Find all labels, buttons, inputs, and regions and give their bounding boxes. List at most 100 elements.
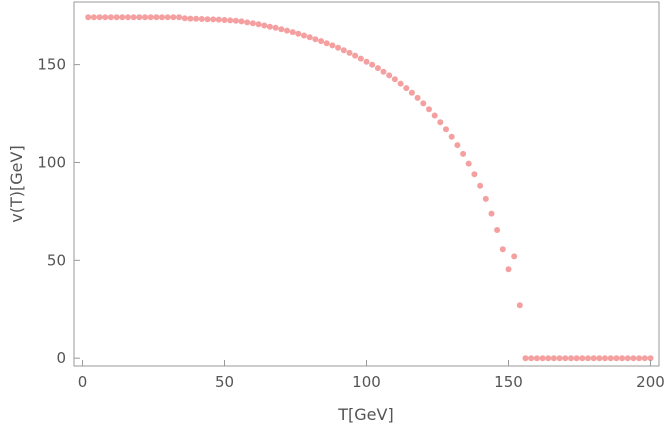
x-axis-label: T[GeV] bbox=[337, 405, 393, 424]
data-point bbox=[113, 14, 120, 21]
data-points bbox=[85, 14, 654, 362]
data-point bbox=[505, 266, 512, 273]
data-point bbox=[130, 14, 137, 21]
data-point bbox=[420, 100, 427, 107]
data-point bbox=[391, 76, 398, 83]
x-tick-label: 50 bbox=[215, 373, 234, 391]
data-point bbox=[602, 355, 608, 362]
data-point bbox=[295, 30, 302, 37]
data-point bbox=[238, 18, 245, 25]
data-point bbox=[284, 27, 290, 34]
data-point bbox=[227, 17, 234, 24]
data-point bbox=[346, 49, 353, 56]
data-point bbox=[125, 14, 131, 21]
x-tick-label: 0 bbox=[78, 373, 88, 391]
data-point bbox=[568, 355, 574, 362]
data-point bbox=[318, 38, 325, 45]
data-point bbox=[380, 68, 387, 75]
data-point bbox=[533, 355, 540, 362]
data-point bbox=[596, 355, 603, 362]
data-point bbox=[198, 16, 205, 22]
data-point bbox=[142, 14, 148, 21]
data-point bbox=[102, 14, 109, 21]
data-point bbox=[647, 355, 654, 362]
data-point bbox=[471, 171, 478, 178]
data-point bbox=[516, 302, 523, 309]
data-point bbox=[193, 15, 200, 22]
data-point bbox=[477, 182, 484, 189]
data-point bbox=[374, 65, 381, 72]
data-point bbox=[454, 142, 461, 149]
data-point bbox=[448, 133, 455, 140]
data-point bbox=[443, 126, 449, 133]
data-point bbox=[624, 355, 631, 362]
data-point bbox=[556, 355, 563, 362]
data-point bbox=[414, 94, 421, 101]
data-point bbox=[494, 227, 501, 233]
data-point bbox=[181, 15, 188, 22]
x-tick-label: 200 bbox=[636, 373, 664, 391]
data-point bbox=[352, 52, 359, 59]
data-point bbox=[585, 355, 591, 362]
data-point bbox=[323, 40, 330, 47]
data-point bbox=[204, 16, 211, 23]
data-point bbox=[329, 42, 336, 49]
data-point bbox=[499, 246, 506, 253]
data-point bbox=[465, 160, 472, 167]
data-point bbox=[340, 47, 347, 54]
data-point bbox=[590, 355, 597, 362]
data-point bbox=[164, 14, 171, 21]
data-point bbox=[249, 20, 256, 27]
data-point bbox=[107, 14, 114, 21]
data-point bbox=[630, 355, 637, 362]
data-point bbox=[261, 22, 268, 29]
x-tick-label: 150 bbox=[494, 373, 523, 391]
data-point bbox=[266, 23, 273, 30]
y-tick-label: 100 bbox=[37, 153, 66, 171]
data-point bbox=[176, 14, 183, 21]
data-point bbox=[147, 14, 154, 21]
data-point bbox=[636, 355, 643, 362]
data-point bbox=[408, 89, 415, 96]
data-point bbox=[232, 17, 239, 24]
data-point bbox=[641, 355, 648, 362]
data-point bbox=[431, 112, 438, 119]
data-point bbox=[210, 16, 217, 23]
data-point bbox=[579, 355, 586, 362]
data-point bbox=[335, 44, 342, 51]
data-point bbox=[550, 355, 557, 362]
data-point bbox=[619, 355, 626, 362]
x-axis: 0 50 100 150 200 bbox=[78, 360, 664, 391]
data-point bbox=[90, 14, 97, 21]
data-point bbox=[460, 150, 467, 157]
data-point bbox=[437, 119, 444, 126]
x-tick-label: 100 bbox=[352, 373, 381, 391]
y-tick-label: 0 bbox=[56, 349, 66, 367]
data-point bbox=[482, 195, 489, 202]
data-point bbox=[363, 58, 370, 65]
data-point bbox=[613, 355, 620, 362]
data-point bbox=[289, 29, 296, 36]
data-point bbox=[221, 17, 228, 23]
data-point bbox=[278, 26, 285, 33]
data-point bbox=[573, 355, 580, 362]
data-point bbox=[85, 14, 92, 21]
data-point bbox=[386, 72, 393, 79]
data-point bbox=[522, 355, 529, 362]
y-tick-label: 50 bbox=[47, 251, 66, 269]
data-point bbox=[301, 32, 307, 39]
data-point bbox=[159, 14, 165, 21]
data-point bbox=[397, 80, 404, 87]
data-point bbox=[272, 24, 279, 31]
data-point bbox=[119, 14, 126, 21]
y-axis-label: v(T)[GeV] bbox=[7, 145, 26, 222]
y-axis: 0 50 100 150 bbox=[37, 56, 80, 367]
data-point bbox=[539, 355, 546, 362]
data-point bbox=[545, 355, 552, 362]
data-point bbox=[170, 14, 177, 21]
data-point bbox=[562, 355, 569, 362]
data-point bbox=[306, 34, 313, 41]
data-point bbox=[426, 106, 432, 113]
data-point bbox=[96, 14, 103, 21]
